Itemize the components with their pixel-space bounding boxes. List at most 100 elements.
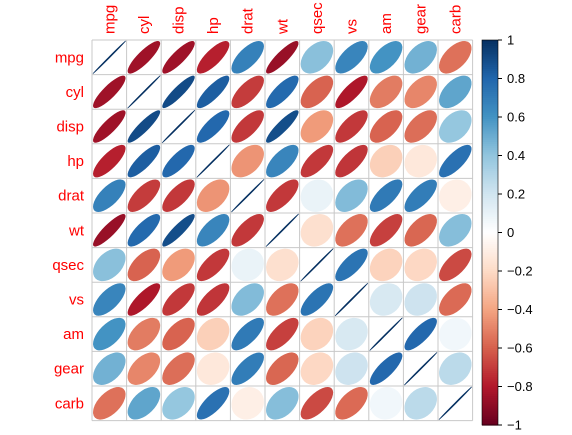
colorbar-swatch (482, 328, 498, 332)
colorbar-swatch (482, 403, 498, 407)
corr-ellipse-disp-cyl (127, 110, 161, 143)
colorbar-swatch (482, 147, 498, 151)
colorbar-swatch (482, 405, 498, 409)
colorbar-swatch (482, 55, 498, 58)
corr-ellipse-hp-gear (404, 144, 437, 178)
colorbar-swatch (482, 134, 498, 137)
corr-ellipse-disp-disp (161, 109, 196, 144)
corr-ellipse-am-cyl (127, 317, 161, 351)
corr-ellipse-carb-hp (196, 387, 230, 420)
colorbar-swatch (482, 57, 498, 60)
corr-ellipse-carb-disp (162, 387, 195, 420)
corr-ellipse-vs-cyl (127, 283, 161, 316)
colorbar-swatch (482, 230, 498, 234)
colorbar-swatch (482, 126, 498, 130)
column-label-drat: drat (240, 7, 257, 34)
colorbar-swatch (482, 72, 498, 76)
colorbar-swatch (482, 324, 498, 328)
colorbar-swatch (482, 249, 498, 253)
column-label-wt: wt (274, 18, 291, 35)
colorbar-swatch (482, 261, 498, 264)
corr-ellipse-hp-qsec (300, 144, 334, 178)
corr-ellipse-hp-drat (231, 144, 264, 178)
colorbar-swatch (482, 348, 498, 351)
colorbar-swatch (482, 53, 498, 56)
corr-ellipse-carb-wt (266, 387, 299, 420)
colorbar-swatch (482, 201, 498, 205)
corr-ellipse-mpg-drat (231, 41, 264, 74)
colorbar-swatch (482, 232, 498, 236)
colorbar-swatch (482, 401, 498, 405)
row-label-vs: vs (69, 292, 84, 309)
colorbar-swatch (482, 174, 498, 178)
colorbar-swatch (482, 182, 498, 185)
colorbar-swatch (482, 322, 498, 326)
colorbar-swatch (482, 346, 498, 349)
corr-ellipse-mpg-cyl (127, 41, 161, 74)
colorbar-tick-label: −0.6 (507, 341, 533, 356)
colorbar-swatch (482, 303, 498, 307)
colorbar-swatch (482, 45, 498, 49)
corr-ellipse-gear-qsec (300, 352, 334, 385)
colorbar-swatch (482, 59, 498, 62)
colorbar-swatch (482, 219, 498, 222)
corr-ellipse-hp-vs (335, 144, 368, 178)
colorbar-swatch (482, 217, 498, 220)
colorbar-swatch (482, 155, 498, 159)
color-legend: 1 0.8 0.6 0.4 0.2 0 −0.2 −0.4 −0.6 −0.8 −1 (481, 33, 533, 433)
corr-ellipse-am-wt (266, 317, 299, 351)
colorbar-swatch (482, 197, 498, 201)
colorbar-swatch (482, 159, 498, 162)
row-label-wt: wt (68, 222, 85, 239)
cell-grid (91, 39, 474, 422)
colorbar-swatch (482, 209, 498, 212)
corr-ellipse-qsec-gear (404, 248, 437, 282)
corr-ellipse-gear-disp (162, 352, 195, 385)
corr-ellipse-mpg-carb (439, 41, 472, 74)
corr-ellipse-cyl-hp (196, 75, 230, 109)
corr-ellipse-am-mpg (93, 317, 126, 351)
colorbar-swatch (482, 115, 498, 118)
corr-ellipse-carb-mpg (93, 387, 126, 420)
column-label-mpg: mpg (101, 5, 118, 34)
colorbar-swatch (482, 357, 498, 361)
colorbar-swatch (482, 205, 498, 209)
corr-ellipse-qsec-wt (266, 248, 299, 282)
corr-ellipse-am-vs (335, 317, 368, 351)
colorbar-swatch (482, 180, 498, 184)
corr-ellipse-disp-vs (335, 110, 368, 143)
colorbar-tick-label: −0.2 (507, 264, 533, 279)
colorbar-swatch (482, 299, 498, 303)
colorbar-swatch (482, 91, 498, 95)
column-label-cyl: cyl (136, 16, 153, 34)
colorbar-swatch (482, 398, 498, 401)
colorbar-swatch (482, 157, 498, 160)
row-label-am: am (63, 326, 84, 343)
colorbar-swatch (482, 224, 498, 228)
colorbar-swatch (482, 170, 498, 174)
colorbar-swatch (482, 334, 498, 338)
colorbar-tick-label: 0.4 (507, 148, 525, 163)
corr-ellipse-hp-mpg (93, 144, 126, 178)
colorbar-swatch (482, 247, 498, 251)
colorbar-swatch (482, 51, 498, 55)
colorbar-swatch (482, 238, 498, 241)
row-label-hp: hp (67, 153, 84, 170)
corr-ellipse-hp-cyl (127, 144, 161, 178)
colorbar-swatch (482, 319, 498, 322)
corr-ellipse-hp-wt (266, 144, 299, 178)
corr-ellipse-cyl-carb (439, 75, 472, 109)
colorbar-swatch (482, 113, 498, 116)
corr-ellipse-wt-wt (265, 213, 300, 248)
colorbar-swatch (482, 78, 498, 82)
corr-ellipse-drat-wt (266, 179, 299, 212)
colorbar-swatch (482, 178, 498, 182)
colorbar-swatch (482, 251, 498, 255)
corr-ellipse-hp-am (369, 144, 403, 178)
colorbar-swatch (482, 286, 498, 289)
colorbar-swatch (482, 41, 498, 45)
colorbar-swatch (482, 95, 498, 99)
corr-ellipse-drat-cyl (127, 179, 161, 212)
row-label-mpg: mpg (55, 49, 84, 66)
